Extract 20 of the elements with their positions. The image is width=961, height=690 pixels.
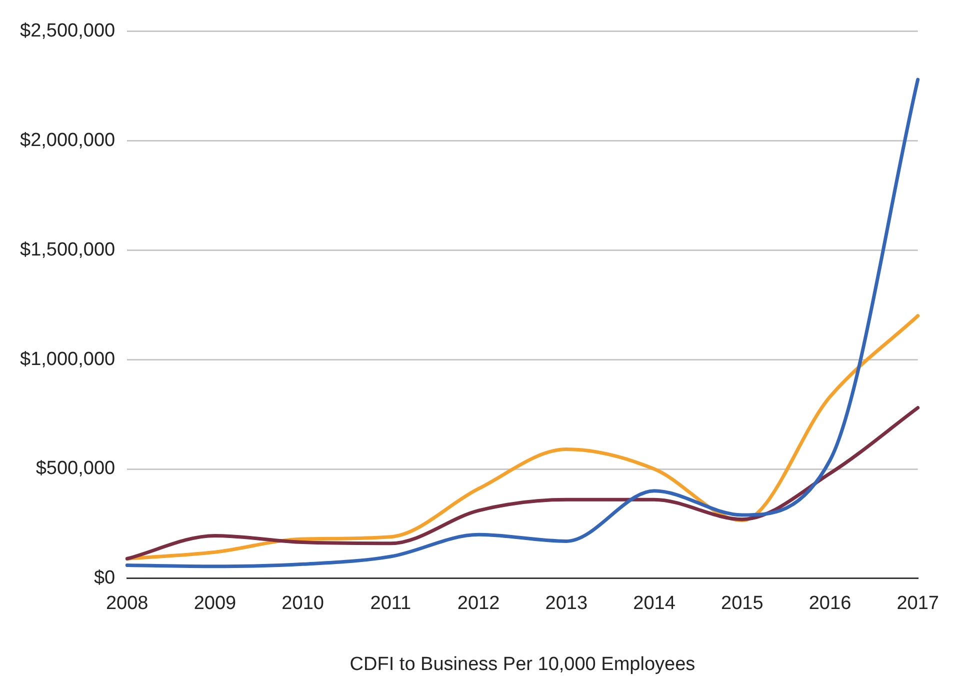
x-tick-label: 2012 xyxy=(457,593,500,614)
x-tick-label: 2008 xyxy=(106,593,148,614)
x-tick-label: 2013 xyxy=(545,593,588,614)
y-tick-label: $2,000,000 xyxy=(20,130,116,152)
y-tick-label: $2,500,000 xyxy=(20,20,116,42)
x-tick-label: 2009 xyxy=(194,593,236,614)
x-tick-label: 2017 xyxy=(896,593,940,614)
x-tick-label: 2015 xyxy=(721,593,764,614)
y-tick-label: $500,000 xyxy=(36,458,116,480)
x-axis-title: CDFI to Business Per 10,000 Employees xyxy=(350,654,696,675)
x-tick-label: 2016 xyxy=(808,593,852,614)
y-tick-label: $1,500,000 xyxy=(20,239,116,260)
y-tick-label: $1,000,000 xyxy=(20,348,116,370)
line-series xyxy=(125,78,920,568)
line-series xyxy=(125,314,920,560)
x-tick-label: 2010 xyxy=(282,593,324,614)
x-tick-label: 2014 xyxy=(633,593,676,614)
line-series xyxy=(125,406,920,560)
y-tick-label: $0 xyxy=(94,568,116,589)
x-tick-label: 2011 xyxy=(370,593,412,614)
